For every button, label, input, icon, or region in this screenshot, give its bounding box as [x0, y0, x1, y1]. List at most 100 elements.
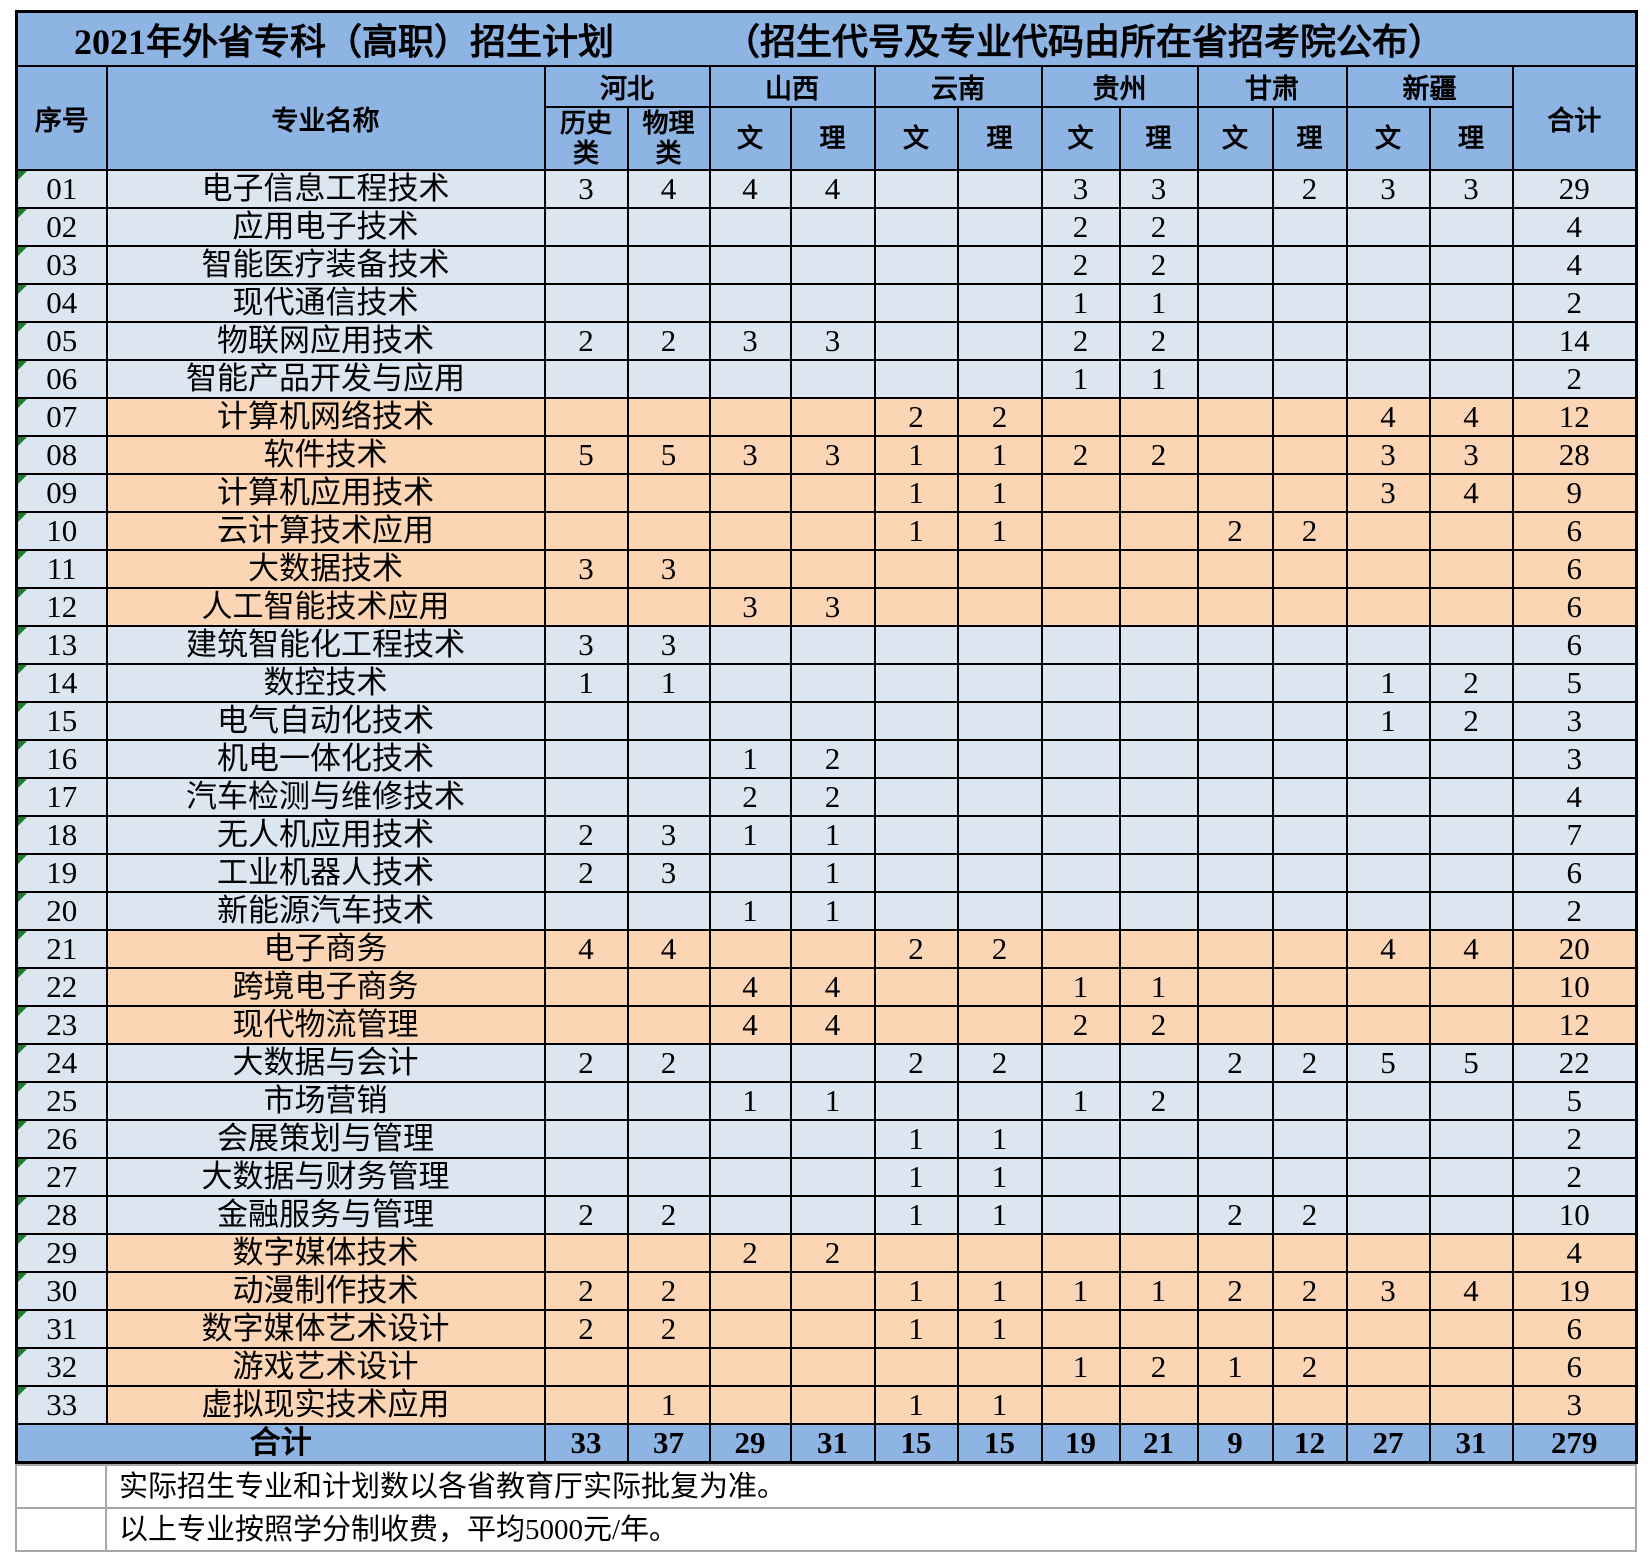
plan-count-cell: 5	[1428, 1043, 1514, 1083]
row-number-cell: 28	[15, 1195, 108, 1235]
plan-count-cell: 2	[1271, 1347, 1348, 1387]
table-row: 17 汽车检测与维修技术 2 2 4	[15, 777, 1638, 817]
plan-count-cell	[1196, 815, 1274, 855]
table-body: 01 电子信息工程技术 3 4 4 4 3 3 2 3 3 29 02 应用电子技术 2 2 4 03 智能医疗装备…	[15, 169, 1638, 1464]
plan-count-cell: 1	[1040, 967, 1121, 1007]
cell-flag-icon	[18, 1274, 27, 1282]
plan-count-cell	[1196, 283, 1274, 323]
plan-count-cell	[1118, 815, 1199, 855]
plan-count-cell: 4	[708, 967, 792, 1007]
plan-count-cell	[873, 777, 959, 817]
major-name-cell: 应用电子技术	[105, 207, 546, 247]
plan-count-cell	[1040, 397, 1121, 437]
row-total-cell: 4	[1511, 1233, 1638, 1273]
grand-total-cell: 33	[543, 1423, 629, 1464]
plan-count-cell: 1	[956, 473, 1043, 513]
row-total-cell: 6	[1511, 587, 1638, 627]
plan-count-cell	[1196, 777, 1274, 817]
plan-count-cell: 4	[1345, 929, 1431, 969]
plan-count-cell	[873, 1081, 959, 1121]
row-total-cell: 3	[1511, 701, 1638, 741]
plan-count-cell	[1196, 1385, 1274, 1425]
plan-count-cell: 2	[1118, 1005, 1199, 1045]
plan-count-cell	[1428, 283, 1514, 323]
plan-count-cell	[543, 397, 629, 437]
plan-count-cell	[1345, 777, 1431, 817]
plan-count-cell	[1196, 1157, 1274, 1197]
major-name-cell: 跨境电子商务	[105, 967, 546, 1007]
plan-count-cell	[708, 397, 792, 437]
table-row: 33 虚拟现实技术应用 1 1 1 3	[15, 1385, 1638, 1425]
cell-flag-icon	[18, 1236, 27, 1244]
plan-count-cell	[1040, 1119, 1121, 1159]
plan-count-cell	[789, 1309, 876, 1349]
plan-count-cell: 3	[1345, 473, 1431, 513]
table-row: 31 数字媒体艺术设计 2 2 1 1 6	[15, 1309, 1638, 1349]
plan-count-cell	[1118, 1385, 1199, 1425]
footnote-text: 以上专业按照学分制收费，平均5000元/年。	[105, 1507, 1637, 1552]
plan-count-cell	[873, 853, 959, 893]
plan-count-cell	[1345, 625, 1431, 665]
cell-flag-icon	[18, 742, 27, 750]
row-total-cell: 2	[1511, 1157, 1638, 1197]
subject-header: 理	[789, 106, 876, 171]
row-total-cell: 14	[1511, 321, 1638, 361]
plan-count-cell	[1118, 511, 1199, 551]
plan-count-cell	[543, 1005, 629, 1045]
plan-count-cell	[1196, 473, 1274, 513]
cell-flag-icon	[18, 1084, 27, 1092]
row-number-cell: 04	[15, 283, 108, 323]
plan-count-cell: 4	[708, 169, 792, 209]
plan-count-cell: 1	[708, 891, 792, 931]
plan-count-cell: 2	[543, 1043, 629, 1083]
plan-count-cell	[1345, 853, 1431, 893]
plan-count-cell: 2	[1118, 435, 1199, 475]
plan-count-cell	[1428, 1195, 1514, 1235]
plan-count-cell	[956, 815, 1043, 855]
plan-count-cell	[1345, 207, 1431, 247]
plan-count-cell	[1271, 435, 1348, 475]
plan-count-cell: 1	[956, 1309, 1043, 1349]
plan-count-cell	[1196, 397, 1274, 437]
plan-count-cell	[1040, 625, 1121, 665]
plan-count-cell	[956, 207, 1043, 247]
plan-count-cell	[543, 967, 629, 1007]
major-name-cell: 机电一体化技术	[105, 739, 546, 779]
plan-count-cell: 4	[626, 169, 711, 209]
plan-count-cell	[1271, 967, 1348, 1007]
plan-count-cell: 2	[1040, 1005, 1121, 1045]
plan-count-cell: 1	[873, 435, 959, 475]
plan-count-cell: 2	[626, 1271, 711, 1311]
plan-count-cell	[956, 283, 1043, 323]
plan-count-cell	[1271, 587, 1348, 627]
plan-count-cell: 1	[1118, 967, 1199, 1007]
plan-count-cell	[956, 777, 1043, 817]
cell-flag-icon	[18, 286, 27, 294]
plan-count-cell	[1118, 1195, 1199, 1235]
plan-count-cell	[789, 1157, 876, 1197]
plan-count-cell	[626, 1347, 711, 1387]
major-name-cell: 大数据与会计	[105, 1043, 546, 1083]
plan-count-cell	[873, 739, 959, 779]
plan-count-cell: 1	[956, 1157, 1043, 1197]
plan-count-cell: 2	[1118, 245, 1199, 285]
plan-count-cell	[1428, 1233, 1514, 1273]
row-number-cell: 02	[15, 207, 108, 247]
plan-count-cell	[1345, 1081, 1431, 1121]
plan-count-cell	[789, 1347, 876, 1387]
cell-flag-icon	[18, 1008, 27, 1016]
major-name-cell: 会展策划与管理	[105, 1119, 546, 1159]
table-row: 12 人工智能技术应用 3 3 6	[15, 587, 1638, 627]
plan-count-cell	[1428, 1005, 1514, 1045]
cell-flag-icon	[18, 1312, 27, 1320]
row-total-cell: 22	[1511, 1043, 1638, 1083]
plan-count-cell	[873, 701, 959, 741]
plan-count-cell	[1428, 777, 1514, 817]
cell-flag-icon	[18, 1122, 27, 1130]
plan-count-cell	[1040, 549, 1121, 589]
row-total-cell: 29	[1511, 169, 1638, 209]
plan-count-cell: 2	[626, 1043, 711, 1083]
plan-count-cell: 1	[708, 1081, 792, 1121]
plan-count-cell	[1428, 549, 1514, 589]
plan-count-cell	[543, 1081, 629, 1121]
